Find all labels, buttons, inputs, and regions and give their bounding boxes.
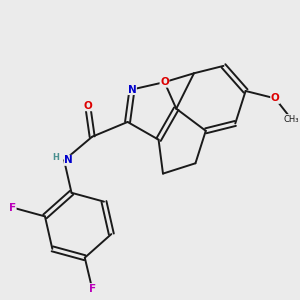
Text: N: N [64,155,73,165]
Text: F: F [88,284,96,294]
Text: N: N [128,85,136,94]
Text: O: O [160,77,169,87]
Text: F: F [9,202,16,212]
Text: O: O [83,101,92,111]
Text: O: O [271,93,280,103]
Text: H: H [52,153,59,162]
Text: CH₃: CH₃ [284,115,299,124]
